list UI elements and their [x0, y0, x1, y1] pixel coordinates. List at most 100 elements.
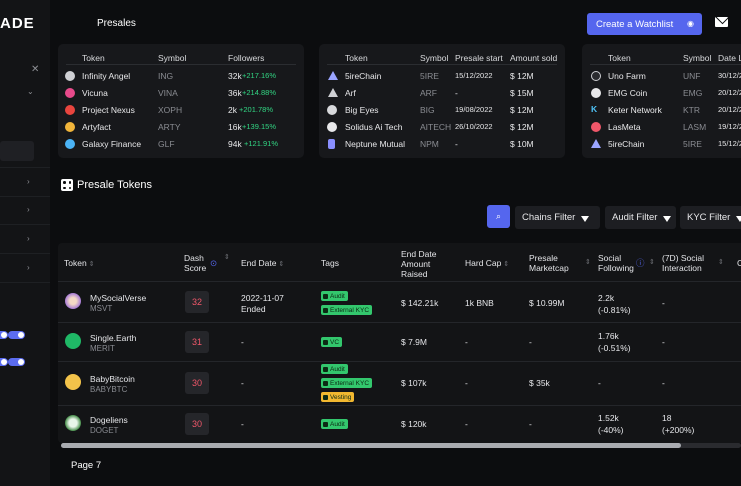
col-header-label: Following	[598, 263, 634, 273]
list-item[interactable]: Project Nexus XOPH 2k +201.78%	[58, 102, 304, 119]
amount-raised: $ 142.21k	[401, 298, 439, 308]
sort-icon[interactable]: ⇕	[224, 254, 230, 261]
col-header-presale-marketcap[interactable]: Presale Marketcap	[529, 253, 569, 273]
col-header-followers: Followers	[228, 53, 265, 63]
col-header-label: Amount	[401, 259, 431, 269]
audit-filter-button[interactable]: Audit Filter	[605, 206, 676, 229]
hard-cap: 1k BNB	[465, 298, 494, 308]
sidebar-divider	[0, 224, 50, 225]
list-item[interactable]: Arf ARF - $ 15M	[319, 85, 565, 102]
col-header-partial: C	[737, 258, 741, 268]
presale-marketcap: $ 10.99M	[529, 298, 565, 308]
col-header-symbol: Symbol	[158, 53, 187, 63]
token-name: Infinity Angel	[82, 71, 131, 81]
col-header-social-interaction[interactable]: (7D) Social Interaction	[662, 253, 704, 273]
list-item[interactable]: Uno Farm UNF 30/12/2	[582, 68, 741, 85]
col-header-presale-start: Presale start	[455, 53, 503, 63]
sort-icon[interactable]: ⇕	[649, 259, 655, 266]
toggle-switch[interactable]	[8, 331, 25, 339]
mail-icon[interactable]	[715, 17, 728, 27]
col-header-amount-raised[interactable]: End Date Amount Raised	[401, 249, 436, 279]
list-item[interactable]: Galaxy Finance GLF 94k +121.91%	[58, 136, 304, 153]
list-item[interactable]: 5ireChain 5IRE 15/12/2	[582, 136, 741, 153]
token-symbol: LASM	[683, 122, 707, 132]
info-icon[interactable]: ⓘ	[636, 258, 645, 268]
chevron-right-icon[interactable]: ›	[27, 263, 30, 272]
token-name[interactable]: Single.Earth	[90, 333, 137, 343]
eye-icon: ◉	[687, 19, 694, 28]
amount-raised: $ 120k	[401, 419, 427, 429]
chevron-down-icon[interactable]: ⌄	[27, 87, 34, 96]
chevron-right-icon[interactable]: ›	[27, 205, 30, 214]
col-header-date: Date L	[718, 53, 741, 63]
list-item[interactable]: K Keter Network KTR 20/12/2	[582, 102, 741, 119]
arf-icon	[328, 88, 338, 97]
list-item[interactable]: LasMeta LASM 19/12/2	[582, 119, 741, 136]
col-header-label: Presale	[529, 253, 558, 263]
create-watchlist-label: Create a Watchlist	[596, 18, 674, 30]
col-header-end-date[interactable]: End Date ⇕	[241, 258, 284, 270]
sort-icon[interactable]: ⇕	[718, 259, 724, 266]
row-divider	[58, 361, 741, 362]
sidebar-item-selected[interactable]	[0, 141, 34, 161]
chains-filter-button[interactable]: Chains Filter	[515, 206, 600, 229]
presale-marketcap: $ 35k	[529, 378, 550, 388]
social-following: 1.52k	[598, 413, 619, 423]
toggle-switch-partial[interactable]	[0, 358, 8, 366]
token-symbol: ARTY	[158, 122, 181, 132]
token-name[interactable]: Dogeliens	[90, 415, 128, 425]
list-item[interactable]: Infinity Angel ING 32k +217.16%	[58, 68, 304, 85]
token-name[interactable]: MySocialVerse	[90, 293, 147, 303]
list-item[interactable]: Vicuna VINA 36k +214.88%	[58, 85, 304, 102]
list-item[interactable]: Neptune Mutual NPM - $ 10M	[319, 136, 565, 153]
list-item[interactable]: 5ireChain 5IRE 15/12/2022 $ 12M	[319, 68, 565, 85]
create-watchlist-button[interactable]: Create a Watchlist ◉	[587, 13, 702, 35]
list-item[interactable]: EMG Coin EMG 20/12/2	[582, 85, 741, 102]
end-date: -	[241, 337, 244, 347]
token-name: Galaxy Finance	[82, 139, 142, 149]
presale-marketcap: -	[529, 419, 532, 429]
presale-start: 15/12/2022	[455, 71, 493, 80]
token-symbol: KTR	[683, 105, 700, 115]
amount-sold: $ 10M	[510, 139, 534, 149]
toggle-switch[interactable]	[8, 358, 25, 366]
col-header-dash-score[interactable]: Dash Score	[184, 253, 206, 273]
list-item[interactable]: Big Eyes BIG 19/08/2022 $ 12M	[319, 102, 565, 119]
dash-score: 31	[185, 331, 209, 353]
col-header-hard-cap[interactable]: Hard Cap ⇕	[465, 258, 509, 270]
col-header-label: (7D) Social	[662, 253, 705, 263]
token-name: 5ireChain	[345, 71, 382, 81]
token-symbol: MSVT	[90, 304, 113, 313]
col-header-label: Social	[598, 253, 622, 263]
dash-score: 30	[185, 372, 209, 394]
social-following: -	[598, 378, 601, 388]
token-name: Big Eyes	[345, 105, 379, 115]
close-icon[interactable]: ✕	[31, 64, 40, 75]
uno-farm-icon	[591, 71, 601, 81]
token-name[interactable]: BabyBitcoin	[90, 374, 135, 384]
kyc-filter-button[interactable]: KYC Filter	[680, 206, 741, 229]
col-header-token[interactable]: Token ⇕	[64, 258, 95, 270]
list-item[interactable]: Solidus Ai Tech AITECH 26/10/2022 $ 12M	[319, 119, 565, 136]
hard-cap: -	[465, 419, 468, 429]
token-symbol: VINA	[158, 88, 178, 98]
sort-icon: ⇕	[503, 261, 510, 268]
followers-count: 94k	[228, 139, 242, 149]
amount-raised: $ 107k	[401, 378, 427, 388]
chevron-right-icon[interactable]: ›	[27, 234, 30, 243]
toggle-switch-partial[interactable]	[0, 331, 8, 339]
col-header-social-following[interactable]: Social Following	[598, 253, 634, 273]
list-item[interactable]: Artyfact ARTY 16k +139.15%	[58, 119, 304, 136]
launch-date: 20/12/2	[718, 105, 741, 114]
dogeliens-icon	[65, 415, 81, 431]
sort-icon[interactable]: ⇕	[585, 259, 591, 266]
chevron-right-icon[interactable]: ›	[27, 177, 30, 186]
search-button[interactable]: ⌕	[487, 205, 510, 228]
info-icon[interactable]: ⊙	[210, 258, 218, 268]
presale-tokens-table	[58, 243, 741, 443]
project-nexus-icon	[65, 105, 75, 115]
launch-date: 19/12/2	[718, 122, 741, 131]
kyc-filter-label: KYC Filter	[687, 212, 731, 223]
horizontal-scrollbar-thumb[interactable]	[61, 443, 681, 448]
section-title: Presale Tokens	[77, 179, 153, 191]
